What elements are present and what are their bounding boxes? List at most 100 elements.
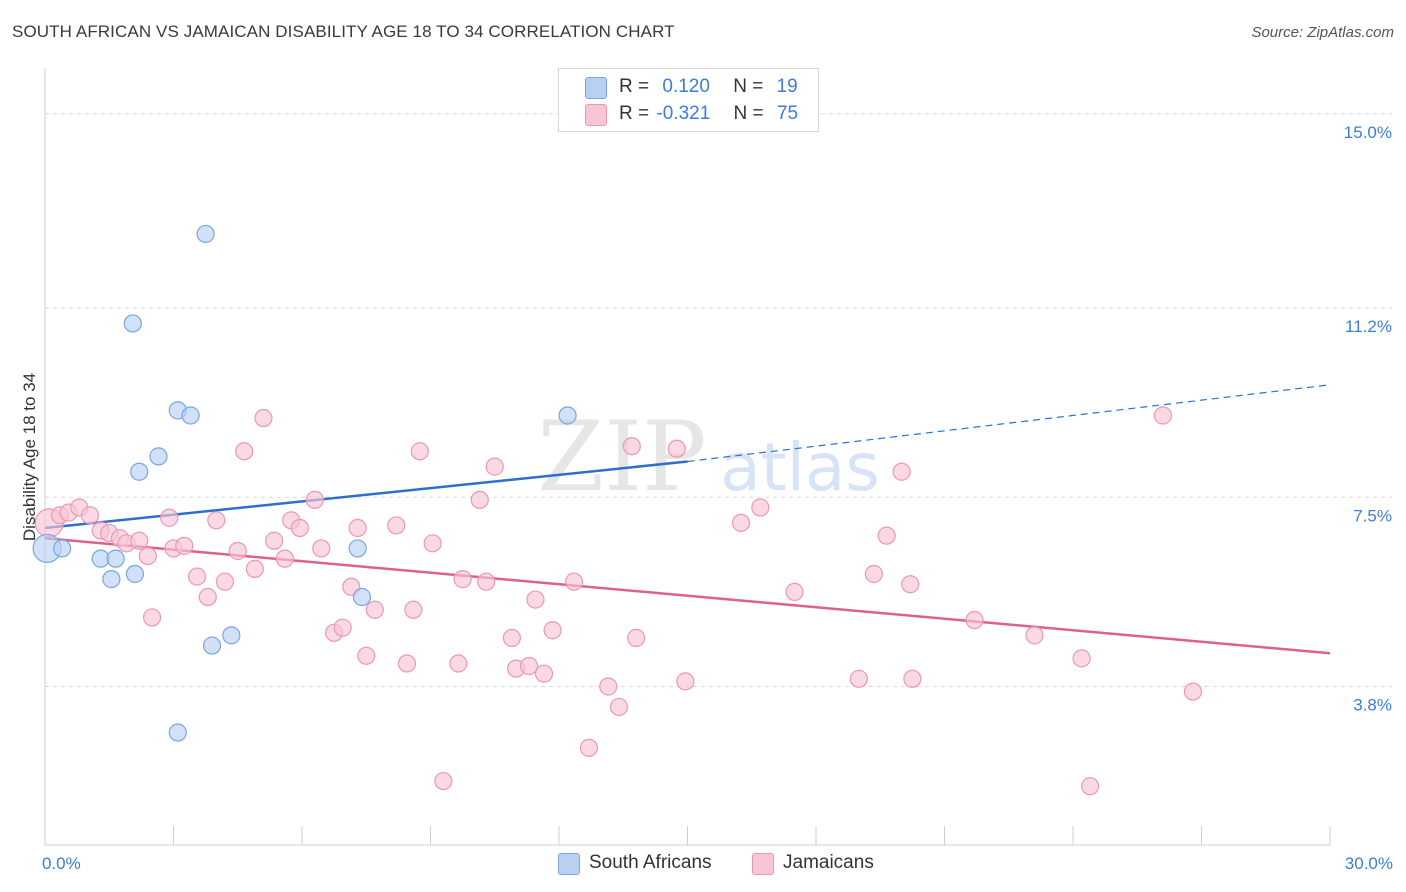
jamaican-point xyxy=(502,628,521,648)
south-african-point xyxy=(106,549,125,568)
jamaican-point xyxy=(1183,682,1203,701)
jamaican-point xyxy=(138,546,157,566)
jamaican-point xyxy=(1153,406,1173,425)
y-tick-label: 15.0% xyxy=(1344,123,1392,142)
south-african-point xyxy=(202,636,222,655)
jamaican-point xyxy=(543,621,562,640)
x-tick-label: 0.0% xyxy=(42,854,81,873)
legend-swatch-pink xyxy=(752,853,774,875)
jamaican-point xyxy=(579,738,599,757)
jamaican-point xyxy=(245,559,264,578)
jamaican-point xyxy=(387,516,406,535)
jamaican-point xyxy=(130,531,149,550)
n-value: 75 xyxy=(776,103,799,124)
jamaican-point xyxy=(410,442,429,461)
jamaican-point xyxy=(215,572,234,591)
jamaican-point xyxy=(622,437,641,456)
chart-title: SOUTH AFRICAN VS JAMAICAN DISABILITY AGE… xyxy=(12,22,675,41)
legend-label: Jamaicans xyxy=(783,852,874,873)
n-value: 19 xyxy=(776,76,798,97)
jamaican-point xyxy=(312,539,331,558)
jamaican-point xyxy=(228,541,247,561)
jamaican-point xyxy=(357,646,376,665)
south-african-point xyxy=(123,314,142,333)
jamaican-point xyxy=(397,654,417,673)
jamaican-point xyxy=(519,656,539,676)
jamaican-point xyxy=(198,587,217,607)
y-axis-label: Disability Age 18 to 34 xyxy=(20,373,39,541)
source-credit: Source: ZipAtlas.com xyxy=(1251,24,1394,41)
jamaican-point xyxy=(903,669,922,688)
tick-labels: 3.8% 7.5% 11.2% 15.0% 0.0% 30.0% xyxy=(42,123,1393,873)
legend-swatch-blue xyxy=(558,853,580,875)
south-african-point xyxy=(102,570,121,589)
jamaican-point xyxy=(187,567,207,586)
jamaican-point xyxy=(235,442,254,461)
jamaican-point xyxy=(1072,649,1091,668)
gridlines xyxy=(45,113,1392,687)
watermark-atlas: atlas xyxy=(720,429,880,506)
jamaican-point xyxy=(275,549,294,568)
south-african-trend-extension xyxy=(687,384,1331,463)
jamaican-point xyxy=(290,518,309,538)
jamaican-point xyxy=(626,628,646,648)
jamaican-point xyxy=(333,618,352,637)
jamaican-point xyxy=(676,672,695,691)
correlation-legend: R = 0.120 N = 19 R = -0.321 N = 75 xyxy=(558,68,819,132)
jamaican-point xyxy=(877,526,896,545)
n-label: N = xyxy=(733,103,764,124)
south-african-point xyxy=(125,564,145,584)
jamaican-point xyxy=(265,531,284,550)
south-african-point xyxy=(181,406,200,425)
y-tick-label: 11.2% xyxy=(1345,317,1392,336)
x-tick-label: 30.0% xyxy=(1345,854,1393,873)
jamaican-trend-line xyxy=(44,536,1331,655)
legend-swatch-blue xyxy=(585,77,607,99)
jamaican-point xyxy=(864,564,883,584)
jamaican-point xyxy=(849,669,868,688)
jamaican-point xyxy=(731,513,751,532)
y-tick-label: 7.5% xyxy=(1353,506,1392,525)
jamaican-point xyxy=(207,511,226,530)
jamaican-point xyxy=(305,490,324,509)
r-value: 0.120 xyxy=(662,76,710,97)
jamaican-point xyxy=(965,610,984,630)
r-label: R = xyxy=(619,76,650,97)
jamaican-point xyxy=(160,508,179,527)
south-african-point xyxy=(558,406,577,425)
jamaican-point xyxy=(892,462,911,481)
south-african-point xyxy=(53,539,72,558)
legend-swatch-pink xyxy=(585,104,607,126)
jamaican-point xyxy=(751,498,770,517)
n-label: N = xyxy=(733,76,764,97)
jamaican-point xyxy=(667,439,686,458)
legend-label: South Africans xyxy=(589,852,712,873)
south-african-point xyxy=(168,723,187,742)
jamaican-point xyxy=(404,600,423,619)
jamaican-point xyxy=(470,490,489,509)
jamaican-point xyxy=(1025,626,1044,645)
y-tick-label: 3.8% xyxy=(1353,695,1392,714)
watermark: ZIP atlas xyxy=(537,401,879,513)
jamaican-point xyxy=(365,600,384,619)
jamaican-point xyxy=(1081,777,1100,796)
jamaican-point xyxy=(348,518,367,538)
jamaican-point xyxy=(453,570,472,589)
south-african-point xyxy=(149,447,168,466)
jamaican-point xyxy=(434,771,453,791)
jamaican-point xyxy=(526,590,545,609)
south-african-trend-line xyxy=(44,460,688,530)
jamaican-point xyxy=(254,408,273,428)
jamaican-point xyxy=(477,572,496,591)
jamaican-point xyxy=(175,536,194,555)
jamaican-point xyxy=(901,575,920,594)
jamaican-point xyxy=(534,664,554,683)
jamaican-point xyxy=(609,697,629,717)
south-african-point xyxy=(222,626,241,645)
jamaican-point xyxy=(599,677,618,696)
trend-lines xyxy=(44,384,1331,655)
jamaican-point xyxy=(449,654,468,673)
series-legend: South Africans Jamaicans xyxy=(0,851,1406,877)
r-value: -0.321 xyxy=(656,103,711,124)
